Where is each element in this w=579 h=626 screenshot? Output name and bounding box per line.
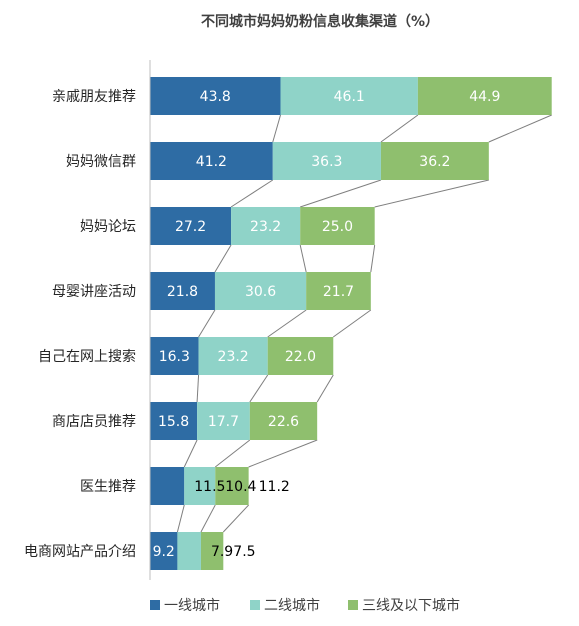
- category-labels: 亲戚朋友推荐妈妈微信群妈妈论坛母婴讲座活动自己在网上搜索商店店员推荐医生推荐电商…: [24, 89, 136, 560]
- bar-segment: [150, 532, 178, 570]
- data-label: 41.2: [196, 154, 227, 170]
- bar-segment: [417, 77, 552, 115]
- connector-line: [299, 244, 307, 273]
- chart-title: 不同城市妈妈奶粉信息收集渠道（%）: [201, 13, 439, 30]
- category-label: 妈妈论坛: [80, 219, 136, 235]
- data-label: 7.5: [233, 544, 255, 560]
- legend-swatch: [348, 600, 358, 610]
- data-labels: 43.8 46.1 44.9 41.2 36.3 36.2 27.2 23.2 25.0 21.8…: [153, 89, 501, 560]
- connector-line: [272, 114, 282, 143]
- connector-line: [230, 179, 274, 208]
- bar-segment: [306, 272, 371, 310]
- bar-segment: [150, 77, 281, 115]
- data-label: 22.0: [285, 349, 316, 365]
- connector-line: [370, 244, 376, 273]
- bar-segment: [231, 207, 301, 245]
- connector-line: [300, 179, 382, 208]
- bar-segment: [380, 142, 489, 180]
- bar-segment: [184, 467, 216, 505]
- bar-segment: [280, 77, 418, 115]
- bar-segment: [198, 337, 268, 375]
- data-label: 15.8: [158, 414, 189, 430]
- data-label: 43.8: [200, 89, 231, 105]
- bar-area: [150, 77, 552, 570]
- bar-segment: [150, 142, 273, 180]
- connector-line: [249, 374, 269, 403]
- data-label: 17.7: [208, 414, 239, 430]
- legend-item: 三线及以下城市: [348, 597, 460, 614]
- connector-line: [183, 439, 198, 468]
- legend-item: 二线城市: [250, 597, 320, 614]
- legend-swatch: [150, 600, 160, 610]
- connector-line: [214, 244, 232, 273]
- bar-segment: [300, 207, 375, 245]
- connector-line: [248, 439, 318, 468]
- data-label: 16.3: [159, 349, 190, 365]
- connector-line: [374, 179, 489, 208]
- data-label: 36.3: [311, 154, 342, 170]
- data-label: 7.9: [211, 544, 233, 560]
- connector-line: [214, 439, 251, 468]
- bar-segment: [150, 467, 185, 505]
- category-label: 自己在网上搜索: [38, 348, 136, 365]
- bar-segment: [214, 272, 307, 310]
- category-label: 电商网站产品介绍: [24, 544, 136, 560]
- data-label: 21.7: [323, 284, 354, 300]
- legend-label: 一线城市: [164, 597, 220, 614]
- category-label: 医生推荐: [80, 479, 136, 495]
- bar-segment: [200, 532, 224, 570]
- connector-line: [176, 504, 185, 533]
- bar-segment: [150, 402, 198, 440]
- legend-label: 三线及以下城市: [362, 597, 460, 614]
- connector-line: [488, 114, 552, 143]
- legend-label: 二线城市: [264, 597, 320, 614]
- bar-segment: [150, 272, 215, 310]
- connector-line: [200, 504, 216, 533]
- connector-line: [332, 309, 372, 338]
- legend-swatch: [250, 600, 260, 610]
- bar-segment: [267, 337, 334, 375]
- bar-segment: [150, 337, 199, 375]
- bar-segment: [215, 467, 249, 505]
- legend-item: 一线城市: [150, 597, 220, 614]
- connector-line: [196, 374, 200, 403]
- bar-segment: [150, 207, 232, 245]
- category-label: 商店店员推荐: [52, 414, 136, 430]
- bar-segment: [197, 402, 250, 440]
- connector-line: [316, 374, 334, 403]
- connector-line: [198, 309, 216, 338]
- data-label: 9.2: [153, 544, 175, 560]
- connector-line: [380, 114, 419, 143]
- category-label: 亲戚朋友推荐: [52, 89, 136, 105]
- category-label: 母婴讲座活动: [52, 284, 136, 300]
- data-label: 44.9: [469, 89, 500, 105]
- category-label: 妈妈微信群: [66, 154, 136, 170]
- bar-segment: [272, 142, 381, 180]
- data-label: 11.5: [194, 479, 225, 495]
- connector-line: [222, 504, 250, 533]
- data-label: 23.2: [218, 349, 249, 365]
- data-label: 30.6: [245, 284, 276, 300]
- connector-line: [267, 309, 307, 338]
- legend: 一线城市 二线城市 三线及以下城市: [150, 597, 460, 614]
- data-label: 21.8: [167, 284, 198, 300]
- data-label: 23.2: [250, 219, 281, 235]
- bar-segment: [249, 402, 318, 440]
- bar-segment: [177, 532, 201, 570]
- connector-lines: [176, 114, 552, 533]
- data-label: 25.0: [322, 219, 353, 235]
- data-label: 27.2: [175, 219, 206, 235]
- data-label: 10.4: [225, 479, 256, 495]
- data-label: 22.6: [268, 414, 299, 430]
- data-label: 11.2: [259, 479, 290, 495]
- data-label: 46.1: [334, 89, 365, 105]
- data-label: 36.2: [419, 154, 450, 170]
